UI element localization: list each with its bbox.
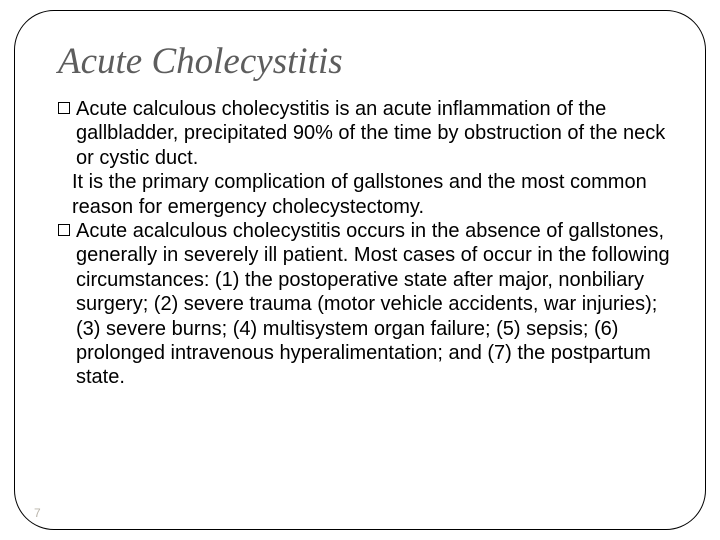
checkbox-icon [58, 102, 70, 114]
slide: Acute Cholecystitis Acute calculous chol… [0, 0, 720, 540]
bullet-item: Acute acalculous cholecystitis occurs in… [58, 219, 670, 390]
checkbox-icon [58, 224, 70, 236]
bullet-item: Acute calculous cholecystitis is an acut… [58, 97, 670, 219]
slide-title: Acute Cholecystitis [58, 40, 670, 83]
slide-body: Acute calculous cholecystitis is an acut… [58, 97, 670, 390]
bullet-subtext: It is the primary complication of gallst… [58, 170, 670, 219]
bullet-row: Acute calculous cholecystitis is an acut… [58, 97, 670, 170]
bullet-row: Acute acalculous cholecystitis occurs in… [58, 219, 670, 390]
bullet-text: Acute calculous cholecystitis is an acut… [76, 97, 670, 170]
bullet-text: Acute acalculous cholecystitis occurs in… [76, 219, 670, 390]
page-number: 7 [34, 506, 41, 520]
slide-content: Acute Cholecystitis Acute calculous chol… [58, 40, 670, 390]
